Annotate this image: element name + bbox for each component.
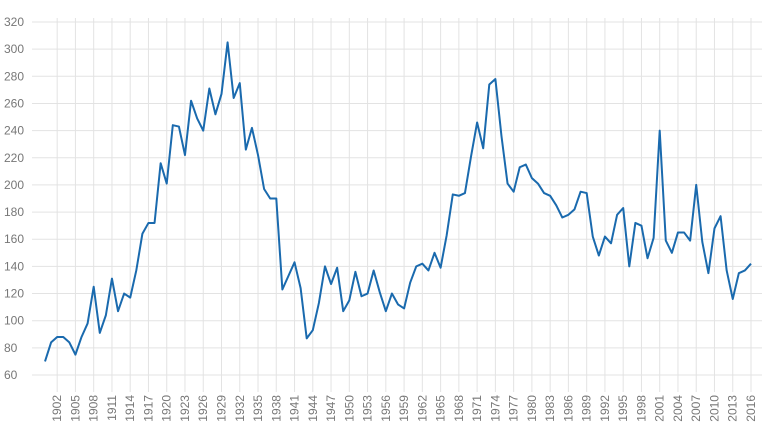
- x-tick-label: 2013: [726, 395, 740, 422]
- x-tick-label: 1920: [160, 395, 174, 422]
- y-tick-label: 120: [4, 287, 24, 301]
- x-tick-label: 1929: [215, 395, 229, 422]
- x-tick-label: 1917: [141, 395, 155, 422]
- x-tick-label: 1959: [397, 395, 411, 422]
- x-tick-label: 1995: [616, 395, 630, 422]
- y-tick-label: 100: [4, 314, 24, 328]
- y-tick-label: 60: [4, 368, 18, 382]
- x-tick-label: 1998: [634, 395, 648, 422]
- x-tick-label: 1983: [543, 395, 557, 422]
- y-tick-label: 260: [4, 96, 24, 110]
- x-tick-label: 2004: [671, 395, 685, 422]
- y-tick-label: 300: [4, 42, 24, 56]
- x-tick-label: 1974: [488, 395, 502, 422]
- x-tick-label: 1992: [598, 395, 612, 422]
- x-tick-label: 1947: [324, 395, 338, 422]
- x-tick-label: 1932: [233, 395, 247, 422]
- x-tick-label: 1953: [361, 395, 375, 422]
- x-tick-label: 1944: [306, 395, 320, 422]
- x-tick-label: 1971: [470, 395, 484, 422]
- x-tick-label: 2010: [707, 395, 721, 422]
- x-tick-label: 1911: [105, 395, 119, 421]
- x-tick-label: 1962: [415, 395, 429, 422]
- x-tick-label: 1941: [288, 395, 302, 422]
- y-tick-label: 200: [4, 178, 24, 192]
- y-tick-label: 220: [4, 151, 24, 165]
- x-tick-label: 2016: [744, 395, 758, 422]
- x-tick-label: 2001: [653, 395, 667, 422]
- x-tick-label: 1938: [269, 395, 283, 422]
- x-tick-label: 1965: [434, 395, 448, 422]
- x-tick-label: 1926: [196, 395, 210, 422]
- data-line: [44, 41, 752, 362]
- y-tick-label: 140: [4, 259, 24, 273]
- y-tick-label: 280: [4, 69, 24, 83]
- x-tick-label: 1950: [342, 395, 356, 422]
- x-tick-label: 1956: [379, 395, 393, 422]
- x-tick-label: 1980: [525, 395, 539, 422]
- x-tick-label: 1905: [68, 395, 82, 422]
- x-tick-label: 1908: [87, 395, 101, 422]
- y-tick-label: 320: [4, 15, 24, 29]
- x-tick-label: 1923: [178, 395, 192, 422]
- y-tick-label: 80: [4, 341, 18, 355]
- y-tick-label: 160: [4, 232, 24, 246]
- x-tick-label: 1902: [50, 395, 64, 422]
- x-tick-label: 1968: [452, 395, 466, 422]
- x-tick-label: 1935: [251, 395, 265, 422]
- x-tick-label: 2007: [689, 395, 703, 422]
- x-tick-label: 1986: [561, 395, 575, 422]
- x-tick-label: 1989: [580, 395, 594, 422]
- y-tick-label: 240: [4, 124, 24, 138]
- y-tick-label: 180: [4, 205, 24, 219]
- x-tick-label: 1914: [123, 395, 137, 422]
- x-tick-label: 1977: [507, 395, 521, 422]
